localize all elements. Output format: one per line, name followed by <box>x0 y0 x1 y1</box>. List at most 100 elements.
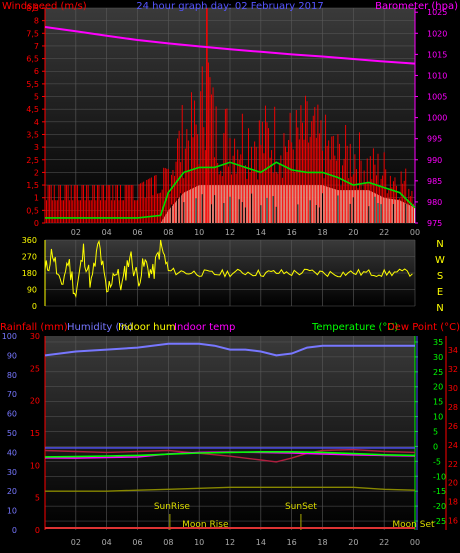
temp-tick-label: -15 <box>433 487 446 496</box>
indoor-hum-title: Indoor hum <box>118 322 176 333</box>
temperature-axis-title: Temperature (°C) <box>311 322 398 333</box>
barometer-tick-label: 1005 <box>427 93 447 102</box>
wind-tick-label: 2 <box>34 168 39 177</box>
temp-x-tick-label: 18 <box>317 538 327 547</box>
wind-tick-label: 8,5 <box>26 4 39 13</box>
dew-tick-label: 30 <box>448 384 458 393</box>
barometer-line <box>44 26 416 65</box>
barometer-tick-label: 980 <box>427 198 442 207</box>
dew-tick-label: 32 <box>448 365 458 374</box>
temperature-line <box>44 450 416 458</box>
wind-x-tick-label: 22 <box>379 228 389 237</box>
dew-tick-label: 18 <box>448 498 458 507</box>
wind-tick-label: 4 <box>34 118 39 127</box>
humidity-tick-label: 50 <box>7 429 17 438</box>
moonrise-label: Moon Rise <box>182 520 229 530</box>
compass-label: N <box>436 303 443 314</box>
wind-x-tick-label: 20 <box>348 228 358 237</box>
temp-tick-label: 15 <box>433 398 443 407</box>
compass-label: N <box>436 239 443 250</box>
humidity-tick-label: 0 <box>12 526 17 535</box>
wind-tick-label: 3,5 <box>26 130 39 139</box>
humidity-tick-label: 20 <box>7 487 17 496</box>
wind-x-tick-label: 14 <box>256 228 266 237</box>
wind-average-line <box>45 161 416 219</box>
wind-x-tick-label: 10 <box>194 228 204 237</box>
dew-tick-label: 24 <box>448 441 458 450</box>
barometer-axis-title: Barometer (hpa) <box>375 1 458 12</box>
wind-tick-label: 0 <box>34 219 39 228</box>
wind-tick-label: 6 <box>34 67 39 76</box>
temp-x-tick-label: 08 <box>163 538 173 547</box>
direction-line <box>44 239 413 299</box>
barometer-tick-label: 1010 <box>427 71 447 80</box>
humidity-tick-label: 80 <box>7 371 17 380</box>
barometer-tick-label: 1015 <box>427 50 447 59</box>
temp-x-tick-label: 12 <box>225 538 235 547</box>
temp-x-tick-label: 10 <box>194 538 204 547</box>
temp-tick-label: -20 <box>433 502 446 511</box>
moonset-label: Moon Set <box>392 520 435 530</box>
rain-tick-label: 15 <box>30 429 40 438</box>
temp-x-tick-label: 04 <box>102 538 112 547</box>
wind-tick-label: 1,5 <box>26 181 39 190</box>
wind-tick-label: 3 <box>34 143 39 152</box>
barometer-tick-label: 995 <box>427 135 442 144</box>
wind-tick-label: 2,5 <box>26 156 39 165</box>
temp-tick-label: -10 <box>433 472 446 481</box>
temp-x-tick-label: 00 <box>410 538 420 547</box>
temp-tick-label: 5 <box>433 428 438 437</box>
temp-tick-label: 10 <box>433 413 443 422</box>
humidity-line <box>44 342 415 357</box>
barometer-tick-label: 1000 <box>427 114 447 123</box>
direction-tick-label: 0 <box>32 302 37 311</box>
wind-tick-label: 7 <box>34 42 39 51</box>
dew-tick-label: 22 <box>448 460 458 469</box>
wind-x-tick-label: 06 <box>132 228 142 237</box>
temp-tick-label: -25 <box>433 517 446 526</box>
humidity-tick-label: 10 <box>7 507 17 516</box>
wind-tick-label: 7,5 <box>26 29 39 38</box>
direction-tick-label: 180 <box>22 269 37 278</box>
wind-x-tick-label: 00 <box>410 228 420 237</box>
rain-tick-label: 0 <box>35 526 40 535</box>
rain-tick-label: 30 <box>30 332 40 341</box>
humidity-tick-label: 30 <box>7 468 17 477</box>
graph-title: 24 hour graph day: 02 February 2017 <box>136 1 324 12</box>
barometer-tick-label: 990 <box>427 156 442 165</box>
rain-tick-label: 25 <box>30 364 40 373</box>
barometer-tick-label: 975 <box>427 219 442 228</box>
humidity-axis-title: Humidity (%) <box>67 322 133 333</box>
indoor-temp-title: Indoor temp <box>174 322 235 333</box>
wind-x-tick-label: 08 <box>163 228 173 237</box>
compass-label: E <box>437 287 443 298</box>
barometer-tick-label: 1020 <box>427 29 447 38</box>
wind-calm-flecks <box>170 193 407 223</box>
temp-x-tick-label: 02 <box>71 538 81 547</box>
wind-axis-title: Windspeed (m/s) <box>2 1 87 12</box>
direction-tick-label: 90 <box>27 286 37 295</box>
temp-tick-label: 25 <box>433 368 443 377</box>
barometer-tick-label: 985 <box>427 177 442 186</box>
temp-tick-label: 20 <box>433 383 443 392</box>
temp-x-tick-label: 20 <box>348 538 358 547</box>
wind-tick-label: 0,5 <box>26 206 39 215</box>
humidity-tick-label: 100 <box>2 332 17 341</box>
wind-tick-label: 6,5 <box>26 55 39 64</box>
wind-x-tick-label: 04 <box>102 228 112 237</box>
wind-tick-label: 4,5 <box>26 105 39 114</box>
direction-tick-label: 360 <box>22 236 37 245</box>
sunset-label: SunSet <box>285 502 317 512</box>
temp-tick-label: 30 <box>433 353 443 362</box>
wind-x-tick-label: 02 <box>71 228 81 237</box>
dew-point-axis-title: Dew Point (°C) <box>387 322 460 333</box>
dew-tick-label: 26 <box>448 422 458 431</box>
humidity-tick-label: 90 <box>7 351 17 360</box>
temp-x-tick-label: 06 <box>132 538 142 547</box>
wind-tick-label: 1 <box>34 194 39 203</box>
humidity-tick-label: 40 <box>7 448 17 457</box>
sunrise-label: SunRise <box>154 502 191 512</box>
dew-tick-label: 34 <box>448 346 458 355</box>
humidity-tick-label: 70 <box>7 390 17 399</box>
temp-x-tick-label: 16 <box>287 538 297 547</box>
